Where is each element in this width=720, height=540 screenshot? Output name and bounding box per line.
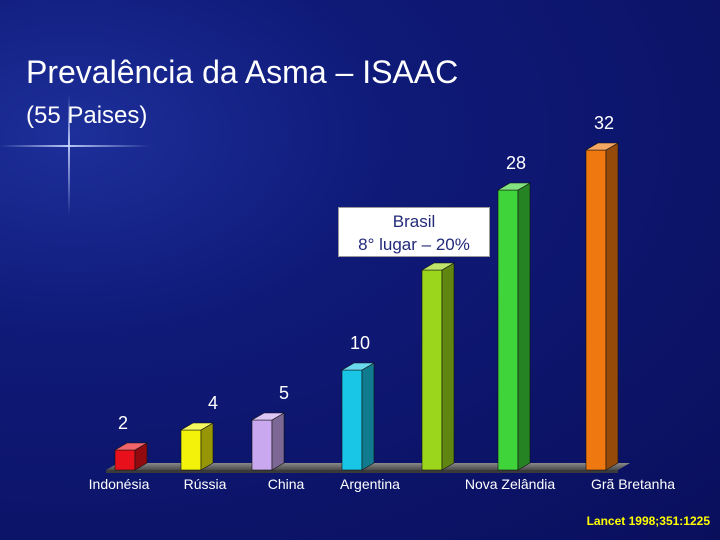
bar-front xyxy=(497,189,519,471)
slide-title: Prevalência da Asma – ISAAC xyxy=(26,54,459,90)
bar-top xyxy=(496,182,532,191)
category-label: Indonésia xyxy=(89,476,150,492)
bar-2 xyxy=(179,422,215,471)
value-label: 4 xyxy=(208,393,218,413)
bar-side xyxy=(271,412,285,471)
value-label: 10 xyxy=(350,333,370,353)
bar-5 xyxy=(420,262,456,471)
bar-3 xyxy=(250,412,286,471)
bar-front xyxy=(180,429,202,471)
category-label: Nova Zelândia xyxy=(465,476,555,492)
value-label: 5 xyxy=(279,383,289,403)
bar-7 xyxy=(584,142,620,471)
bar-top xyxy=(179,422,215,431)
category-label: Rússia xyxy=(184,476,227,492)
lens-flare-vertical xyxy=(68,95,70,215)
slide-subtitle: (55 Paises) xyxy=(26,102,148,129)
bar-front xyxy=(421,269,443,471)
bar-side xyxy=(200,422,214,471)
chart-floor-edge xyxy=(106,470,618,473)
bar-front xyxy=(114,449,136,471)
bar-6 xyxy=(496,182,532,471)
value-label: 28 xyxy=(506,153,526,173)
category-label: Argentina xyxy=(340,476,400,492)
bar-4 xyxy=(340,362,376,471)
category-label: China xyxy=(268,476,305,492)
callout-line-2: 8° lugar – 20% xyxy=(358,235,470,254)
bar-top xyxy=(113,442,149,451)
bar-front xyxy=(585,149,607,471)
bar-top xyxy=(340,362,376,371)
value-label: 2 xyxy=(118,413,128,433)
source-citation: Lancet 1998;351:1225 xyxy=(586,514,710,528)
bar-side xyxy=(605,142,619,471)
callout-line-1: Brasil xyxy=(392,212,436,231)
bar-top xyxy=(250,412,286,421)
bar-side xyxy=(517,182,531,471)
bar-side xyxy=(361,362,375,471)
bar-top xyxy=(584,142,620,151)
bar-1 xyxy=(113,442,149,471)
bar-side xyxy=(441,262,455,471)
bar-front xyxy=(251,419,273,471)
category-label: Grã Bretanha xyxy=(591,476,675,492)
bar-front xyxy=(341,369,363,471)
value-label: 32 xyxy=(594,113,614,133)
lens-flare-horizontal xyxy=(0,145,150,147)
bar-top xyxy=(420,262,456,271)
brasil-callout: Brasil 8° lugar – 20% xyxy=(338,207,490,257)
